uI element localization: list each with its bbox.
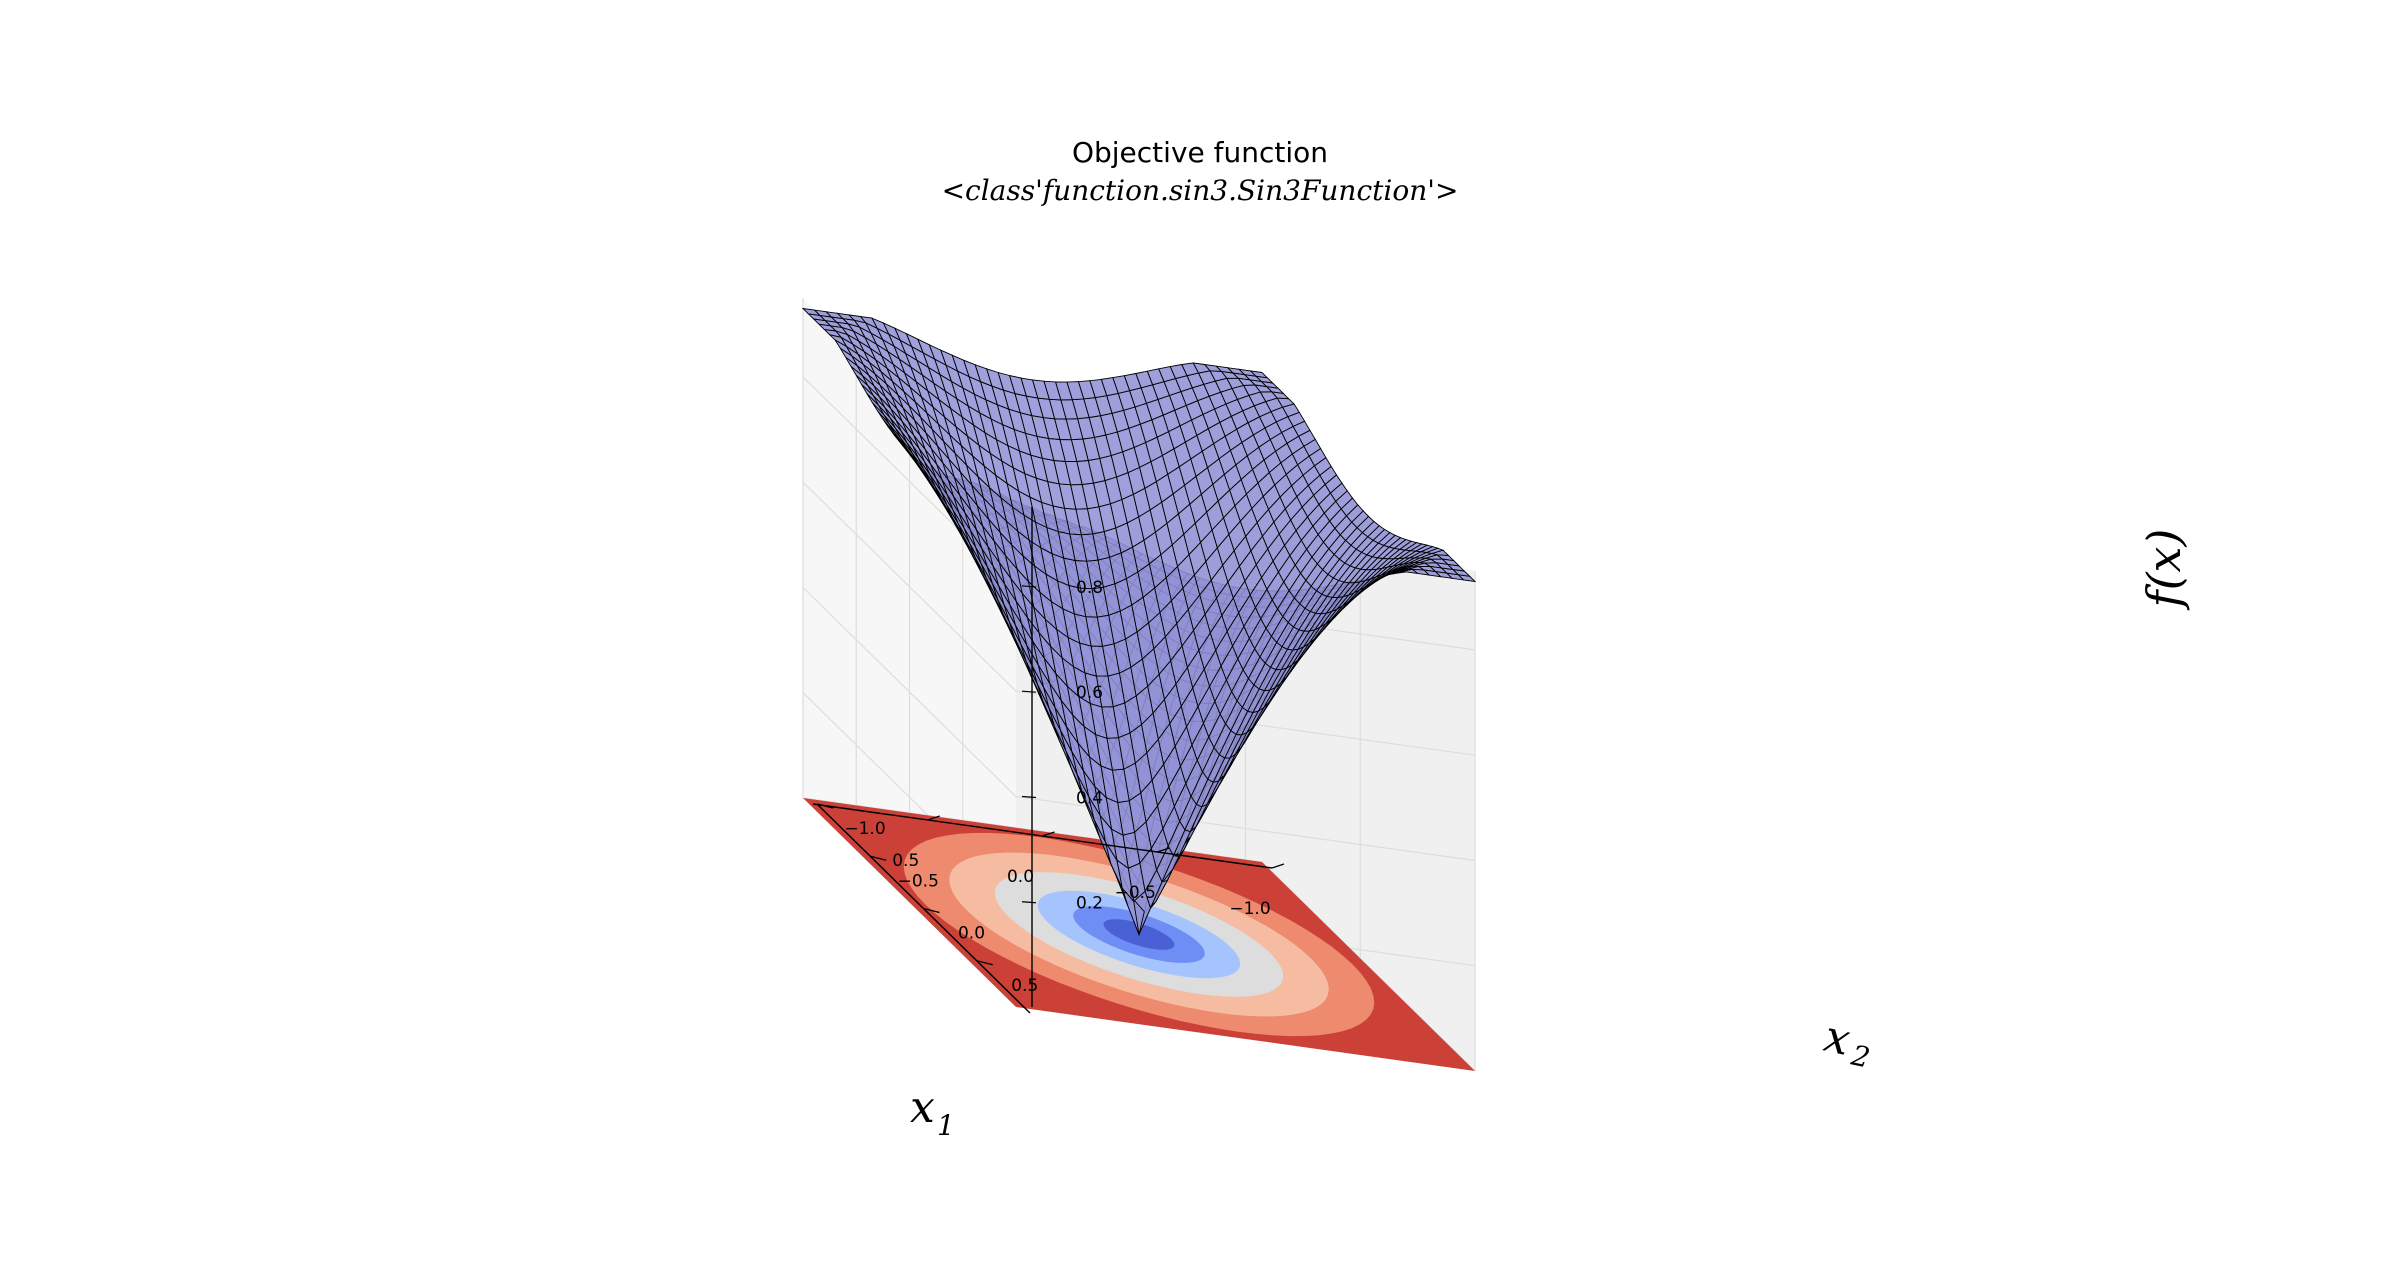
z-tick xyxy=(1021,585,1037,588)
grid-line xyxy=(802,481,1476,756)
z-tick-label: 0.8 xyxy=(1076,578,1103,598)
x-tick xyxy=(1271,863,1285,869)
z-axis-label: f(x) xyxy=(2137,529,2191,611)
x-tick-label: 0.5 xyxy=(892,851,919,871)
z-tick xyxy=(1021,795,1037,799)
x-axis-label: x xyxy=(910,1082,935,1133)
x-tick xyxy=(1042,831,1055,837)
z-tick-label: 0.4 xyxy=(1076,788,1103,808)
y-tick-label: −0.5 xyxy=(898,871,939,891)
chart-title: Objective function xyxy=(1071,136,1329,169)
z-tick xyxy=(1021,901,1037,904)
x-tick xyxy=(1157,847,1170,853)
y-tick-label: 0.5 xyxy=(1011,976,1038,996)
x-tick-label: −0.5 xyxy=(1115,883,1156,903)
z-tick-label: 0.2 xyxy=(1076,894,1103,914)
y-tick-label: −1.0 xyxy=(844,819,885,839)
y-tick xyxy=(870,855,887,861)
surface-face xyxy=(801,307,822,317)
y-axis-label-sub: 2 xyxy=(1848,1038,1873,1074)
x-tick-label: −1.0 xyxy=(1229,899,1270,919)
chart-subtitle: <class'function.sin3.Sin3Function'> xyxy=(941,174,1459,207)
z-tick xyxy=(1021,690,1037,693)
x-tick xyxy=(927,815,940,821)
x-axis-label-sub: 1 xyxy=(937,1109,955,1142)
y-axis-label: x xyxy=(1820,1011,1855,1066)
grid-line xyxy=(802,587,1476,862)
y-tick xyxy=(816,803,834,809)
z-tick-label: 0.6 xyxy=(1076,683,1103,703)
tick-marks: −1.0 −0.5 0.0 0.5 −1.0 −0.5 0.0 0.5 0.2 0.4 0.6 0.8 xyxy=(816,578,1285,996)
y-tick xyxy=(976,960,993,966)
y-tick-label: 0.0 xyxy=(958,924,985,944)
y-tick xyxy=(923,907,940,914)
x-tick-label: 0.0 xyxy=(1007,867,1034,887)
surface-mesh xyxy=(801,307,1477,937)
